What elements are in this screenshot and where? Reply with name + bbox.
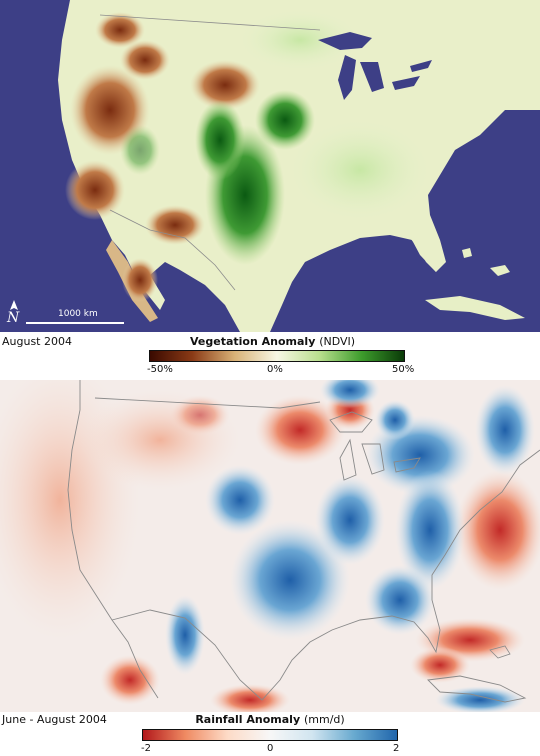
- cuba-island: [425, 296, 525, 320]
- vegetation-date-label: August 2004: [2, 335, 72, 348]
- vegetation-tick-max: 50%: [392, 364, 415, 375]
- rainfall-date-label: June - August 2004: [2, 713, 107, 726]
- rainfall-tick-max: 2: [393, 743, 400, 754]
- north-arrow: N: [6, 300, 22, 326]
- scale-bar: [26, 322, 124, 324]
- great-lakes: [318, 32, 432, 100]
- rainfall-legend-title: Rainfall Anomaly (mm/d): [190, 714, 350, 726]
- north-label: N: [7, 310, 20, 326]
- vegetation-colorbar: [149, 350, 405, 362]
- rainfall-legend-unit: (mm/d): [303, 713, 345, 726]
- rainfall-tick-min: -2: [141, 743, 151, 754]
- scale-bar-label: 1000 km: [58, 309, 98, 319]
- rainfall-map-image: [0, 380, 540, 712]
- vegetation-legend-title-text: Vegetation Anomaly: [190, 335, 316, 348]
- rainfall-anomaly-map: [0, 380, 540, 712]
- rainfall-tick-mid: 0: [267, 743, 274, 754]
- rainfall-legend-title-text: Rainfall Anomaly: [195, 713, 301, 726]
- rainfall-colorbar: [142, 729, 398, 741]
- north-america-outline: [67, 380, 540, 701]
- vegetation-legend-unit: (NDVI): [319, 335, 356, 348]
- vegetation-anomaly-map: N 1000 km: [0, 0, 540, 332]
- vegetation-map-image: [58, 0, 540, 332]
- vegetation-tick-mid: 0%: [267, 364, 283, 375]
- north-arrow-icon: [10, 300, 18, 310]
- vegetation-legend-title: Vegetation Anomaly (NDVI): [190, 335, 355, 348]
- vegetation-tick-min: -50%: [147, 364, 173, 375]
